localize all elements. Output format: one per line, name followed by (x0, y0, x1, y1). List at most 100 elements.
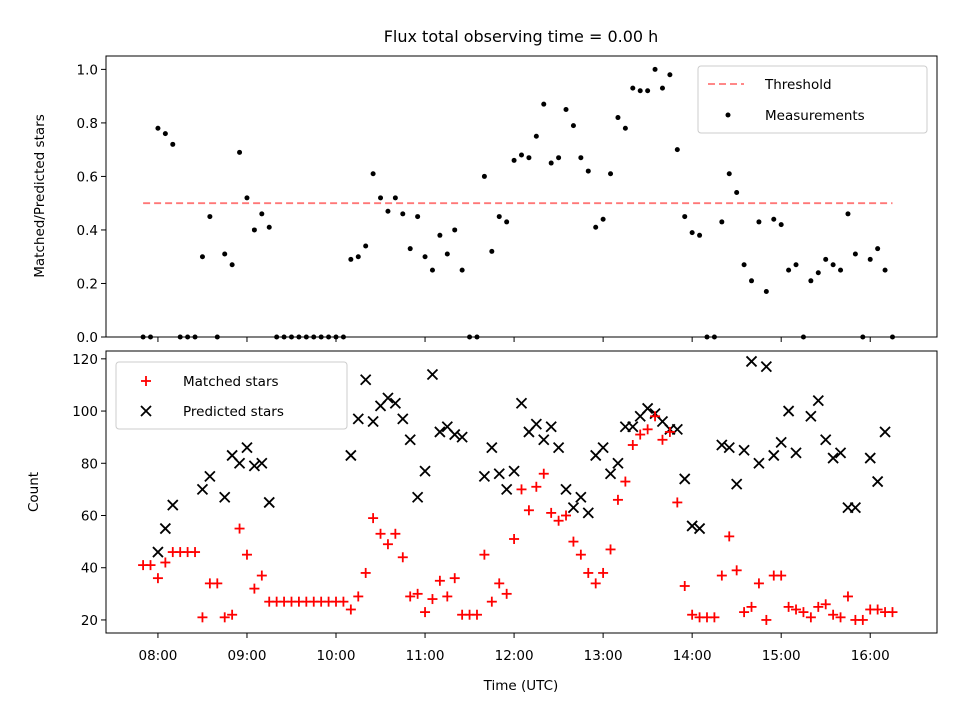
predicted-stars-point (552, 441, 565, 454)
bottom-y-tick-label: 60 (81, 509, 98, 525)
matched-stars-point (791, 604, 802, 615)
predicted-stars-point (723, 441, 735, 454)
legend-measurements-swatch (725, 112, 731, 118)
matched-stars-point (857, 614, 868, 625)
top-y-tick-label: 0.2 (77, 276, 98, 292)
bottom-y-tick-label: 100 (72, 404, 98, 420)
matched-stars-point (479, 549, 490, 560)
measurement-point (237, 149, 243, 155)
matched-stars-point (442, 591, 453, 602)
measurement-point (378, 195, 384, 201)
measurement-point (615, 115, 621, 121)
predicted-stars-point (345, 449, 357, 462)
measurement-point (229, 262, 235, 268)
matched-stars-point (390, 528, 401, 539)
matched-stars-point (605, 544, 616, 555)
matched-stars-point (739, 607, 750, 618)
measurement-point (266, 224, 272, 230)
measurement-point (452, 227, 458, 233)
measurement-point (222, 251, 228, 257)
bottom-y-tick-label: 20 (81, 613, 98, 629)
matched-stars-series (138, 411, 898, 625)
predicted-stars-point (760, 361, 772, 373)
measurement-point (808, 278, 814, 284)
predicted-stars-point (775, 436, 787, 449)
matched-stars-point (872, 604, 883, 615)
top-y-tick-label: 1.0 (77, 62, 98, 78)
matched-stars-point (353, 591, 364, 602)
measurement-point (244, 195, 250, 201)
matched-stars-point (805, 612, 816, 623)
measurement-point (771, 216, 777, 222)
predicted-stars-point (597, 441, 609, 454)
measurement-point (392, 195, 398, 201)
matched-stars-point (724, 531, 735, 542)
predicted-stars-point (501, 483, 513, 496)
predicted-stars-point (419, 465, 431, 477)
matched-stars-point (568, 536, 579, 547)
matched-stars-point (338, 596, 349, 607)
predicted-stars-point (575, 491, 587, 503)
matched-stars-point (212, 578, 223, 589)
predicted-stars-point (256, 457, 268, 469)
matched-stars-point (360, 567, 371, 578)
matched-stars-point (813, 601, 824, 612)
matched-stars-point (382, 539, 393, 550)
predicted-stars-point (167, 499, 179, 511)
measurement-point (585, 168, 591, 174)
measurements-series (140, 66, 895, 340)
matched-stars-point (761, 614, 772, 625)
matched-stars-point (234, 523, 245, 534)
measurement-point (734, 189, 740, 195)
matched-stars-point (345, 604, 356, 615)
measurement-point (563, 107, 569, 113)
predicted-stars-point (753, 457, 765, 469)
predicted-stars-point (849, 502, 862, 514)
matched-stars-point (553, 515, 564, 526)
matched-stars-point (620, 476, 631, 487)
measurement-point (400, 211, 406, 217)
matched-stars-point (368, 513, 379, 524)
matched-stars-point (249, 583, 260, 594)
measurement-point (385, 208, 391, 214)
top-legend-box (697, 65, 928, 134)
matched-stars-point (746, 601, 757, 612)
measurement-point (489, 248, 495, 254)
predicted-stars-point (248, 460, 261, 472)
predicted-stars-point (790, 447, 802, 459)
predicted-stars-series (152, 355, 891, 558)
predicted-stars-point (827, 452, 839, 464)
measurement-point (526, 155, 532, 161)
measurement-point (415, 214, 421, 220)
predicted-stars-point (731, 478, 743, 490)
measurement-point (882, 267, 888, 273)
predicted-stars-point (449, 428, 461, 441)
matched-stars-point (197, 612, 208, 623)
legend-threshold-label: Threshold (764, 77, 832, 93)
matched-stars-point (776, 570, 787, 581)
matched-stars-point (590, 578, 601, 589)
predicted-stars-point (456, 431, 468, 443)
matched-stars-point (160, 557, 171, 568)
predicted-stars-point (360, 374, 372, 386)
x-tick-label: 10:00 (317, 648, 356, 664)
measurement-point (719, 219, 725, 225)
matched-stars-point (612, 494, 623, 505)
measurement-point (541, 101, 547, 107)
matched-stars-point (687, 609, 698, 620)
measurement-point (630, 85, 636, 91)
x-tick-label: 11:00 (406, 648, 445, 664)
measurement-point (756, 219, 762, 225)
measurement-point (363, 243, 369, 249)
measurement-point (637, 88, 643, 94)
bottom-y-ticks: 20 40 60 80 100 120 (72, 352, 106, 629)
matched-stars-point (420, 607, 431, 618)
matched-stars-point (152, 573, 163, 584)
measurement-point (823, 256, 829, 262)
matched-stars-point (887, 607, 898, 618)
matched-stars-point (716, 570, 727, 581)
matched-stars-point (820, 599, 831, 610)
x-tick-label: 12:00 (495, 648, 534, 664)
top-y-tick-label: 0.6 (77, 169, 98, 185)
